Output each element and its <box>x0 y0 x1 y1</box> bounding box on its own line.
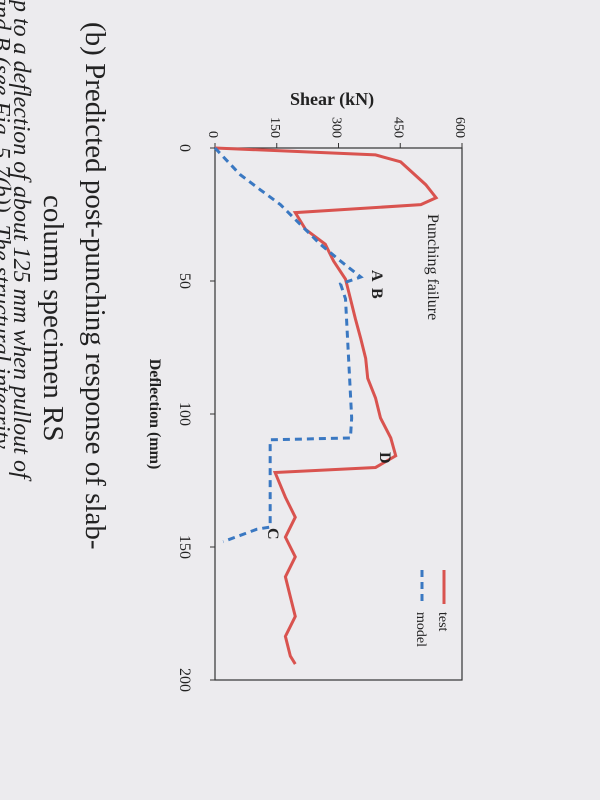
series-line <box>214 146 439 665</box>
y-tick-label: 300 <box>329 117 344 138</box>
y-tick-label: 450 <box>390 117 405 138</box>
caption: (b) Predicted post-punching response of … <box>79 22 111 550</box>
x-tick-label: 0 <box>176 144 193 152</box>
legend-label: model <box>413 612 428 647</box>
annotation: A <box>368 270 385 282</box>
y-axis-title: Shear (kN) <box>290 89 374 110</box>
x-tick-label: 50 <box>176 273 193 289</box>
y-tick-label: 0 <box>205 131 220 138</box>
x-tick-label: 150 <box>176 535 193 559</box>
caption: column specimen RS <box>37 195 69 441</box>
x-tick-label: 200 <box>176 668 193 692</box>
annotation: D <box>376 452 393 464</box>
x-axis-title: Deflection (mm) <box>146 359 163 470</box>
annotation: B <box>368 288 385 299</box>
y-tick-label: 600 <box>452 117 467 138</box>
body-text: and B (see Fig. 5.7(b)). The structural … <box>0 0 14 449</box>
annotation: Punching failure <box>424 214 441 320</box>
body-text: p to a deflection of about 125 mm when p… <box>8 0 34 482</box>
x-tick-label: 100 <box>176 402 193 426</box>
y-tick-label: 150 <box>267 117 282 138</box>
annotation: C <box>264 528 281 540</box>
legend-label: test <box>435 612 450 632</box>
